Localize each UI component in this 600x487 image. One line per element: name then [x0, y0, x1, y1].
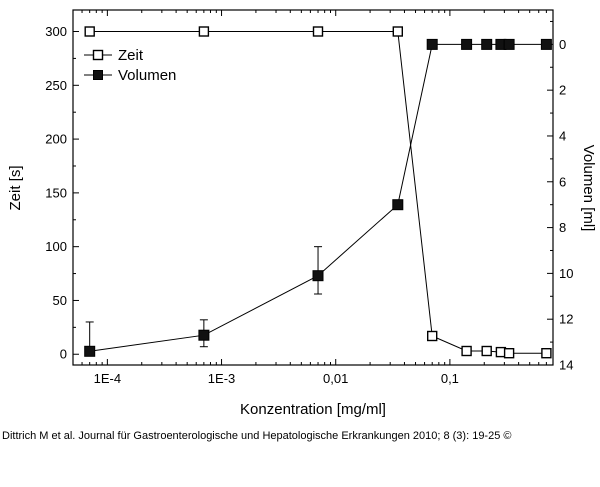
y2-tick-label: 12 — [559, 312, 573, 327]
y2-tick-label: 8 — [559, 220, 566, 235]
data-point-zeit — [481, 345, 492, 357]
x-axis-title: Konzentration [mg/ml] — [240, 401, 386, 418]
y-tick-label: 250 — [45, 78, 67, 93]
markers-layer — [84, 26, 552, 359]
x-tick-label: 1E-3 — [208, 371, 235, 386]
data-point-zeit — [312, 26, 324, 37]
figure-caption: Dittrich M et al. Journal für Gastroente… — [2, 430, 512, 442]
y-axis-title: Zeit [s] — [7, 165, 24, 210]
data-point-volumen — [84, 345, 96, 357]
y-tick-label: 150 — [45, 185, 67, 200]
y-tick-label: 0 — [60, 347, 67, 362]
y2-tick-label: 14 — [559, 358, 573, 373]
x-tick-label: 1E-4 — [94, 371, 121, 386]
data-point-volumen — [312, 270, 324, 282]
data-point-volumen — [540, 38, 552, 50]
data-point-volumen — [503, 38, 515, 50]
legend-label-volumen: Volumen — [118, 67, 176, 84]
data-point-volumen — [198, 329, 210, 341]
legend: Zeit Volumen — [84, 47, 176, 84]
x-tick-label: 0,01 — [323, 371, 348, 386]
data-point-zeit — [461, 345, 472, 357]
y-tick-label: 50 — [53, 293, 67, 308]
data-point-zeit — [503, 348, 515, 359]
data-point-zeit — [198, 26, 210, 37]
data-point-zeit — [392, 26, 403, 37]
y-tick-label: 300 — [45, 24, 67, 39]
data-point-volumen — [481, 38, 493, 50]
chart: 1E-4 1E-3 0,01 0,1 0 50 100 150 200 250 300 0 2 4 6 8 10… — [7, 9, 597, 418]
data-point-volumen — [392, 199, 404, 211]
x-tick-label: 0,1 — [441, 371, 459, 386]
y2-tick-label: 6 — [559, 174, 566, 189]
y2-tick-label: 0 — [559, 37, 566, 52]
y2-tick-label: 2 — [559, 83, 566, 98]
data-point-zeit — [84, 26, 95, 37]
data-point-zeit — [427, 330, 438, 342]
data-point-volumen — [461, 38, 473, 50]
legend-label-zeit: Zeit — [118, 47, 144, 64]
data-point-zeit — [541, 348, 552, 359]
y-tick-label: 100 — [45, 239, 67, 254]
y2-tick-label: 10 — [559, 266, 573, 281]
legend-marker-volumen — [93, 70, 103, 80]
y2-tick-label: 4 — [559, 128, 566, 143]
series-line-volumen — [89, 43, 547, 352]
ticks-layer: 1E-4 1E-3 0,01 0,1 0 50 100 150 200 250 300 0 2 4 6 8 10… — [45, 10, 573, 386]
data-point-volumen — [426, 38, 438, 50]
plot-frame — [72, 9, 554, 366]
y-tick-label: 200 — [45, 132, 67, 147]
legend-marker-zeit — [92, 49, 104, 61]
y2-axis-title: Volumen [ml] — [580, 145, 597, 232]
